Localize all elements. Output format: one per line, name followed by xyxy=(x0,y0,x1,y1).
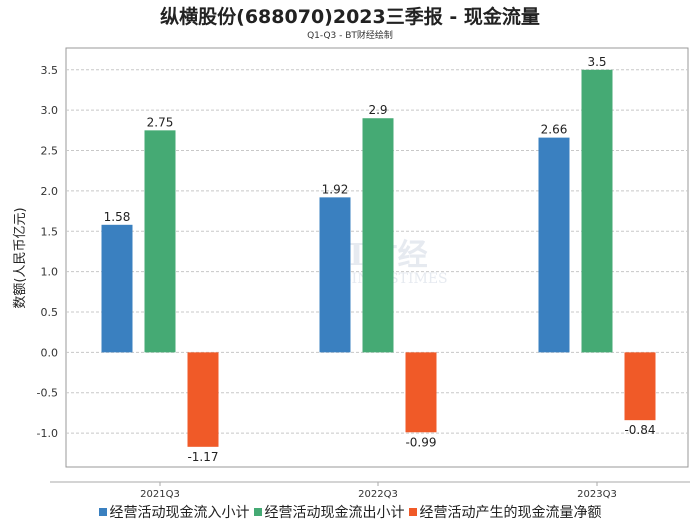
data-label: 1.58 xyxy=(104,210,131,224)
bar xyxy=(144,130,176,353)
legend: 经营活动现金流入小计 经营活动现金流出小计 经营活动产生的现金流量净额 xyxy=(0,502,700,522)
y-tick-label: 2.0 xyxy=(41,185,59,198)
bar xyxy=(405,352,437,433)
y-tick-label: 2.5 xyxy=(41,145,59,158)
y-tick-label: -1.0 xyxy=(37,427,58,440)
legend-label: 经营活动现金流出小计 xyxy=(264,505,405,521)
data-label: -0.84 xyxy=(624,423,655,437)
bar xyxy=(581,69,613,353)
y-tick-label: 0.5 xyxy=(41,306,59,319)
y-tick-label: 0.0 xyxy=(41,346,59,359)
data-label: -0.99 xyxy=(405,435,436,449)
legend-item[interactable]: 经营活动产生的现金流量净额 xyxy=(408,502,602,522)
bar xyxy=(362,118,394,353)
data-label: 2.66 xyxy=(541,123,568,137)
x-tick-label: 2021Q3 xyxy=(140,489,180,500)
chart-subtitle: Q1-Q3 - BT财经绘制 xyxy=(307,31,393,41)
bar xyxy=(319,197,351,353)
legend-label: 经营活动产生的现金流量净额 xyxy=(419,505,602,521)
legend-label: 经营活动现金流入小计 xyxy=(109,505,250,521)
legend-item[interactable]: 经营活动现金流入小计 xyxy=(98,502,250,522)
legend-swatch xyxy=(408,508,417,516)
y-tick-label: 1.5 xyxy=(41,225,59,238)
y-tick-label: -0.5 xyxy=(37,387,58,400)
plot-area: BT财经BUSINESSTIMES-1.0-0.50.00.51.01.52.0… xyxy=(13,47,690,500)
bar xyxy=(101,224,133,353)
x-tick-label: 2022Q3 xyxy=(358,489,398,500)
bar xyxy=(624,352,656,421)
data-label: 1.92 xyxy=(322,182,349,196)
data-label: -1.17 xyxy=(187,450,218,464)
bar xyxy=(538,137,570,353)
data-label: 3.5 xyxy=(587,55,606,69)
legend-item[interactable]: 经营活动现金流出小计 xyxy=(253,502,405,522)
y-tick-label: 3.0 xyxy=(41,104,59,117)
legend-swatch xyxy=(253,508,262,516)
y-axis-label: 数额(人民币亿元) xyxy=(13,207,28,308)
y-tick-label: 1.0 xyxy=(41,266,59,279)
data-label: 2.75 xyxy=(147,115,174,129)
chart-title: 纵横股份(688070)2023三季报 - 现金流量 xyxy=(160,6,540,28)
x-tick-label: 2023Q3 xyxy=(577,489,617,500)
bar xyxy=(187,352,219,447)
legend-swatch xyxy=(98,508,107,516)
data-label: 2.9 xyxy=(368,103,387,117)
y-tick-label: 3.5 xyxy=(41,64,59,77)
